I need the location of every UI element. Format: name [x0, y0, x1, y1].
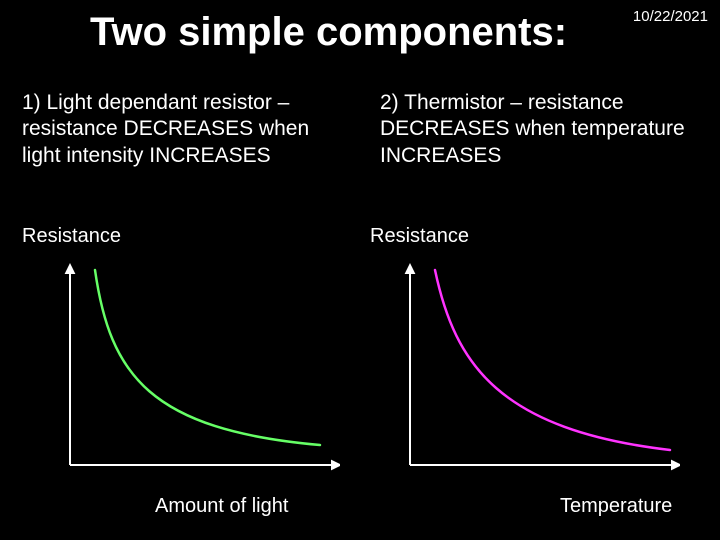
- ldr-description: 1) Light dependant resistor – resistance…: [22, 90, 342, 169]
- thermistor-chart: [380, 255, 680, 485]
- right-x-axis-label: Temperature: [560, 495, 672, 518]
- ldr-chart: [40, 255, 340, 485]
- date-stamp: 10/22/2021: [633, 8, 708, 25]
- left-x-axis-label: Amount of light: [155, 495, 288, 518]
- thermistor-description: 2) Thermistor – resistance DECREASES whe…: [380, 90, 700, 169]
- right-y-axis-label: Resistance: [370, 225, 469, 248]
- left-y-axis-label: Resistance: [22, 225, 121, 248]
- slide-title: Two simple components:: [90, 10, 567, 55]
